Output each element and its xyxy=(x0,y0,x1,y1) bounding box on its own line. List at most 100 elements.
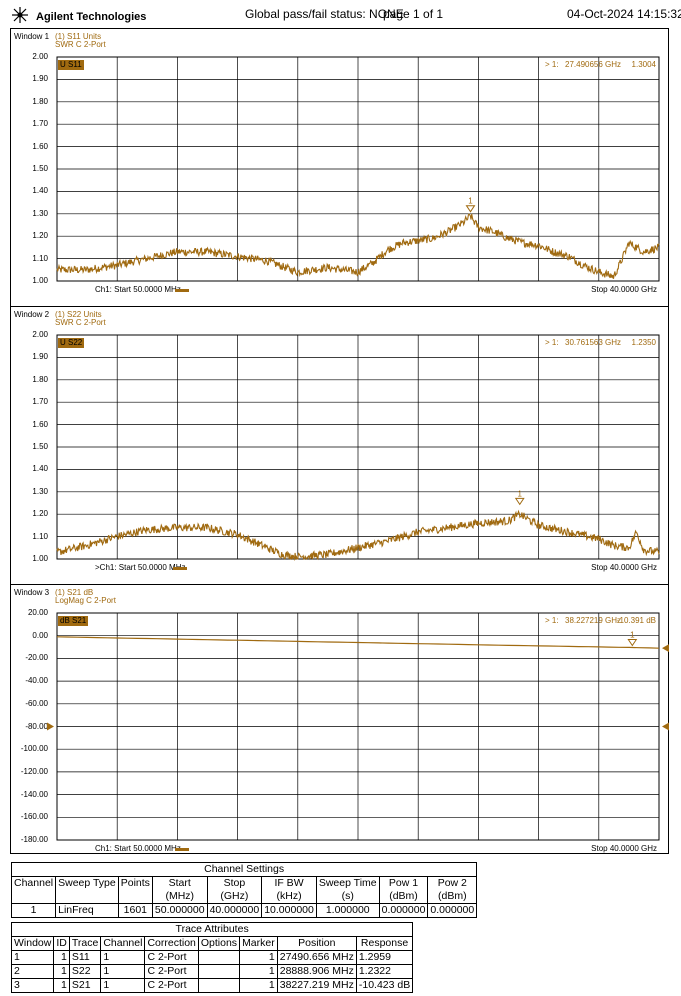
sweep-stop-label: Stop 40.0000 GHz xyxy=(591,844,657,853)
marker-readout-value: -10.391 dB xyxy=(616,616,656,625)
channel-settings-title: Channel Settings xyxy=(10,862,478,877)
trace-tag[interactable]: dB S21 xyxy=(58,616,89,626)
trace-attributes-header: Response xyxy=(355,936,414,951)
y-tick-label: -160.00 xyxy=(20,812,48,822)
channel-settings-cell: 1 xyxy=(10,903,57,918)
header-line: (dBm) xyxy=(389,890,418,902)
channel-settings-cell: 40.000000 xyxy=(206,903,263,918)
format-label: LogMag C 2-Port xyxy=(55,596,116,605)
channel-settings-row: 1 LinFreq 1601 50.000000 40.000000 10.000000 1… xyxy=(10,903,478,918)
header-line: Pow 1 xyxy=(388,877,419,889)
trace-attributes-cell: 1 xyxy=(53,950,70,965)
header-line: (dBm) xyxy=(438,890,467,902)
trace-attributes-title-row: Trace Attributes xyxy=(10,922,414,937)
chart-2: 1 xyxy=(56,334,660,562)
header-line: Start xyxy=(168,877,191,889)
trace-attributes-cell: 38227.219 MHz xyxy=(276,978,357,993)
y-tick-label: -180.00 xyxy=(20,835,48,844)
trace-tag[interactable]: U S11 xyxy=(58,60,84,70)
channel-settings-header: Sweep Time (s) xyxy=(315,876,380,904)
channel-settings-cell: 50.000000 xyxy=(151,903,208,918)
trace-attributes-cell: 1.2959 xyxy=(355,950,414,965)
trace-attributes-header: Window xyxy=(10,936,55,951)
y-tick-label: 1.30 xyxy=(32,208,48,218)
trace-attributes-cell: 1 xyxy=(239,964,278,979)
marker-triangle[interactable] xyxy=(514,497,525,506)
channel-settings-header: Pow 1 (dBm) xyxy=(378,876,429,904)
page-indicator: page 1 of 1 xyxy=(383,7,444,21)
y-tick-label: -40.00 xyxy=(25,676,48,686)
channel-settings-header: Channel xyxy=(10,876,57,904)
channel-settings-title-row: Channel Settings xyxy=(10,862,478,877)
trace-attributes-cell: -10.423 dB xyxy=(355,978,414,993)
trace-attributes-cell: S11 xyxy=(68,950,102,965)
trace-line xyxy=(56,636,660,649)
agilent-logo-icon xyxy=(11,6,29,24)
marker-number: 1 xyxy=(518,489,523,498)
y-tick-label: 1.90 xyxy=(32,352,48,362)
y-tick-label: 1.20 xyxy=(32,231,48,241)
reference-arrow-left-icon xyxy=(47,722,54,731)
y-tick-label: -100.00 xyxy=(20,744,48,754)
trace-attributes-header: Trace xyxy=(68,936,102,951)
marker-readout-freq: 38.227219 GHz xyxy=(565,616,622,625)
trace-tag[interactable]: U S22 xyxy=(58,338,85,348)
trace-attributes-cell: 3 xyxy=(10,978,55,993)
header-line: (GHz) xyxy=(220,890,249,902)
reference-arrow-right-icon xyxy=(662,722,669,731)
window-title: Window 1 xyxy=(14,32,50,41)
y-tick-label: 1.10 xyxy=(32,531,48,541)
marker-readout-label: > 1: xyxy=(545,338,559,347)
y-tick-label: 1.20 xyxy=(32,509,48,519)
y-tick-label: 1.30 xyxy=(32,486,48,496)
header-line: (MHz) xyxy=(165,890,195,902)
y-tick-label: 1.00 xyxy=(32,554,48,563)
marker-triangle[interactable] xyxy=(627,638,638,647)
marker-triangle[interactable] xyxy=(465,205,476,213)
y-tick-label: 1.50 xyxy=(32,442,48,451)
channel-color-swatch xyxy=(175,289,189,292)
trace-attributes-cell: C 2-Port xyxy=(144,978,199,993)
chart-1: 1 xyxy=(56,56,660,282)
trace-attributes-cell: 1 xyxy=(100,964,146,979)
trace-attributes-header-row: Window ID Trace Channel Correction Options Mar… xyxy=(10,936,414,951)
trace-attributes-cell: 1.2322 xyxy=(355,964,414,979)
y-tick-label: 1.60 xyxy=(32,419,48,429)
trace-attributes-cell: 1 xyxy=(100,978,146,993)
pass-fail-status: Global pass/fail status: NONE xyxy=(245,7,404,21)
channel-settings-cell: 1.000000 xyxy=(315,903,380,918)
trace-line xyxy=(56,509,660,562)
y-tick-label: 1.80 xyxy=(32,96,48,106)
trace-attributes-cell: 1 xyxy=(100,950,146,965)
trace-attributes-row: 1 1 S11 1 C 2-Port 1 27490.656 MHz 1.2959 xyxy=(10,950,414,965)
header-line: (s) xyxy=(341,890,354,902)
trace-attributes-cell: 1 xyxy=(239,978,278,993)
channel-settings-header: IF BW (kHz) xyxy=(261,876,317,904)
brand-name: Agilent Technologies xyxy=(36,11,147,23)
trace-attributes-cell: 1 xyxy=(10,950,55,965)
trace-attributes-cell: C 2-Port xyxy=(144,964,199,979)
trace-attributes-row: 3 1 S21 1 C 2-Port 1 38227.219 MHz -10.423 dB xyxy=(10,978,414,993)
chart-3: 1 xyxy=(47,612,669,841)
channel-color-swatch xyxy=(175,848,189,851)
channel-color-swatch xyxy=(173,567,187,570)
trace-attributes-header: Options xyxy=(197,936,241,951)
trace-attributes-header: ID xyxy=(53,936,70,951)
header-line: (kHz) xyxy=(276,890,302,902)
format-label: SWR C 2-Port xyxy=(55,40,106,49)
trace-attributes-cell: 2 xyxy=(10,964,55,979)
marker-readout-label: > 1: xyxy=(545,60,559,69)
trace-attributes-cell: S22 xyxy=(68,964,102,979)
y-tick-label: 1.60 xyxy=(32,141,48,151)
window-3-frame xyxy=(10,584,669,854)
trace-end-arrow-icon xyxy=(662,644,669,653)
header-line: IF BW xyxy=(274,877,304,889)
date-time: 04-Oct-2024 14:15:32 xyxy=(567,7,681,21)
sweep-start-label: >Ch1: Start 50.0000 MHz xyxy=(95,563,186,572)
y-tick-label: -140.00 xyxy=(20,789,48,799)
y-tick-label: -80.00 xyxy=(25,721,48,731)
y-tick-label: 20.00 xyxy=(27,608,48,617)
trace-attributes-table: Trace Attributes Window ID Trace Channel Corr… xyxy=(10,922,414,993)
y-tick-label: 1.00 xyxy=(32,276,48,285)
trace-attributes-header: Marker xyxy=(239,936,278,951)
